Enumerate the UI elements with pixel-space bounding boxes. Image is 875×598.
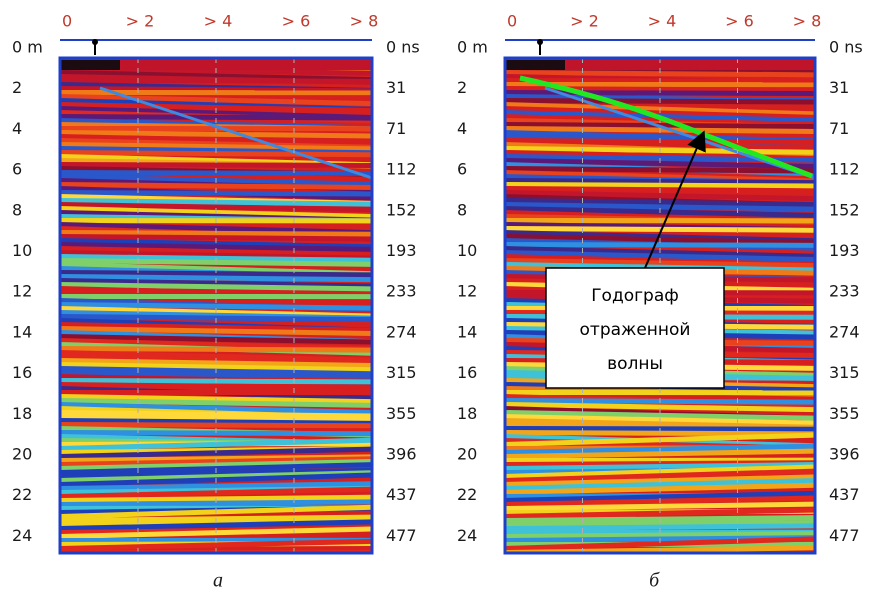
- time-label: 396: [386, 445, 417, 464]
- time-label: 152: [829, 200, 860, 219]
- time-label: 437: [386, 485, 417, 504]
- depth-label: 12: [12, 282, 32, 301]
- time-label: 193: [829, 241, 860, 260]
- time-label: 233: [386, 282, 417, 301]
- direct-wave-dark: [60, 60, 120, 70]
- x-label: > 2: [570, 12, 599, 31]
- time-label: 0 ns: [829, 38, 863, 57]
- depth-label: 4: [12, 119, 22, 138]
- time-label: 152: [386, 200, 417, 219]
- time-label: 477: [386, 526, 417, 545]
- caption: а: [213, 570, 223, 592]
- x-label: 0: [62, 12, 72, 31]
- pointer-head: [92, 39, 98, 45]
- time-label: 112: [386, 160, 417, 179]
- time-label: 477: [829, 526, 860, 545]
- depth-label: 8: [457, 200, 467, 219]
- time-label: 31: [829, 78, 849, 97]
- depth-label: 16: [12, 363, 32, 382]
- figure: 0 > 2 > 4 > 6 > 8 0 m 0 ns 2 31 4 71 6 112 8 152 10 193 1…: [0, 0, 875, 598]
- time-label: 315: [829, 363, 860, 382]
- radargram: [60, 58, 372, 555]
- depth-label: 18: [12, 404, 32, 423]
- depth-label: 10: [457, 241, 477, 260]
- time-label: 274: [829, 322, 860, 341]
- time-label: 315: [386, 363, 417, 382]
- depth-label: 22: [457, 485, 477, 504]
- time-label: 193: [386, 241, 417, 260]
- depth-label: 4: [457, 119, 467, 138]
- depth-label: 2: [12, 78, 22, 97]
- x-label: > 6: [282, 12, 311, 31]
- depth-label: 20: [457, 445, 477, 464]
- depth-label: 24: [12, 526, 32, 545]
- x-label: > 2: [126, 12, 155, 31]
- time-label: 396: [829, 445, 860, 464]
- time-label: 31: [386, 78, 406, 97]
- depth-label: 8: [12, 200, 22, 219]
- x-label: > 4: [648, 12, 677, 31]
- time-label: 0 ns: [386, 38, 420, 57]
- x-label: > 8: [793, 12, 822, 31]
- annotation-text: отраженной: [580, 320, 691, 340]
- x-label: 0: [507, 12, 517, 31]
- time-label: 112: [829, 160, 860, 179]
- depth-label: 18: [457, 404, 477, 423]
- depth-label: 2: [457, 78, 467, 97]
- x-label: > 4: [204, 12, 233, 31]
- depth-label: 16: [457, 363, 477, 382]
- time-label: 437: [829, 485, 860, 504]
- time-label: 71: [829, 119, 849, 138]
- depth-label: 12: [457, 282, 477, 301]
- depth-label: 0 m: [12, 38, 43, 57]
- depth-label: 6: [457, 160, 467, 179]
- depth-label: 24: [457, 526, 477, 545]
- time-label: 355: [829, 404, 860, 423]
- depth-label: 10: [12, 241, 32, 260]
- depth-label: 20: [12, 445, 32, 464]
- time-label: 233: [829, 282, 860, 301]
- time-label: 274: [386, 322, 417, 341]
- page: {"panels": [ {"x_labels": ["0", "> 2", "…: [0, 0, 875, 598]
- depth-label: 14: [457, 322, 477, 341]
- x-label: > 8: [350, 12, 379, 31]
- depth-label: 22: [12, 485, 32, 504]
- depth-label: 14: [12, 322, 32, 341]
- depth-label: 0 m: [457, 38, 488, 57]
- direct-wave-dark: [505, 60, 565, 70]
- depth-label: 6: [12, 160, 22, 179]
- pointer-head: [537, 39, 543, 45]
- caption: б: [649, 570, 660, 592]
- time-label: 71: [386, 119, 406, 138]
- annotation-text: волны: [607, 354, 663, 374]
- x-label: > 6: [725, 12, 754, 31]
- time-label: 355: [386, 404, 417, 423]
- annotation-text: Годограф: [591, 286, 679, 306]
